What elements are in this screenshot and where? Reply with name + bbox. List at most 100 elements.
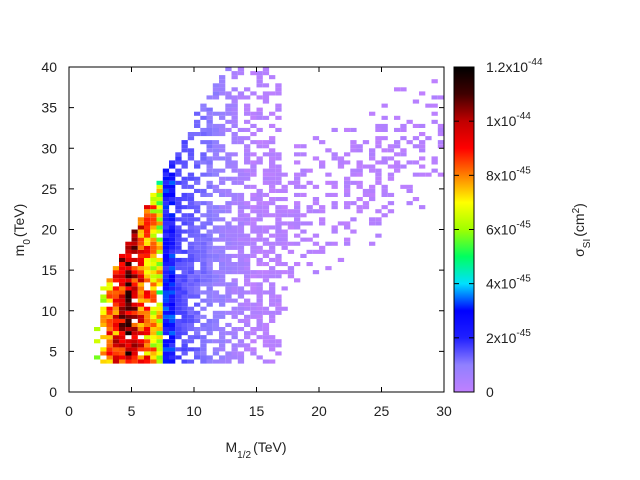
heatmap-cell	[256, 310, 263, 315]
heatmap-cell	[100, 294, 107, 299]
heatmap-cell	[219, 302, 226, 307]
heatmap-cell	[144, 209, 151, 214]
heatmap-cell	[369, 188, 376, 193]
heatmap-cell	[200, 266, 207, 271]
heatmap-cell	[437, 127, 444, 132]
heatmap-cell	[194, 245, 201, 250]
heatmap-cell	[200, 188, 207, 193]
heatmap-cell	[244, 103, 251, 108]
heatmap-cell	[244, 160, 251, 165]
heatmap-cell	[269, 286, 276, 291]
heatmap-cell	[300, 152, 307, 157]
heatmap-cell	[281, 262, 288, 267]
heatmap-cell	[237, 249, 245, 254]
heatmap-cell	[256, 192, 263, 197]
heatmap-cell	[250, 310, 257, 315]
heatmap-cell	[306, 262, 313, 267]
heatmap-cell	[381, 127, 388, 132]
heatmap-cell	[350, 180, 357, 185]
heatmap-cell	[244, 148, 251, 153]
heatmap-cell	[94, 327, 101, 332]
heatmap-cell	[187, 221, 195, 226]
heatmap-cell	[244, 201, 251, 206]
heatmap-cell	[250, 282, 257, 287]
heatmap-cell	[150, 327, 157, 332]
heatmap-cell	[119, 359, 126, 364]
heatmap-cell	[281, 241, 288, 246]
heatmap-cell	[106, 310, 113, 315]
heatmap-cell	[194, 318, 201, 323]
heatmap-cell	[175, 318, 182, 323]
heatmap-cell	[106, 306, 113, 311]
heatmap-cell	[175, 355, 182, 360]
heatmap-cell	[225, 355, 232, 360]
heatmap-cell	[206, 111, 213, 116]
heatmap-cell	[175, 286, 182, 291]
heatmap-cell	[131, 294, 138, 299]
heatmap-cell	[225, 152, 232, 157]
heatmap-cell	[294, 221, 301, 226]
heatmap-cell	[156, 221, 163, 226]
heatmap-cell	[275, 168, 282, 173]
heatmap-cell	[362, 205, 370, 210]
heatmap-cell	[162, 306, 170, 311]
heatmap-cell	[212, 351, 220, 356]
heatmap-cell	[225, 156, 232, 161]
heatmap-cell	[212, 339, 220, 344]
heatmap-cell	[144, 205, 151, 210]
heatmap-cell	[94, 339, 101, 344]
heatmap-cell	[287, 270, 295, 275]
heatmap-cell	[250, 327, 257, 332]
heatmap-cell	[131, 245, 138, 250]
heatmap-cell	[175, 237, 182, 242]
heatmap-cell	[256, 294, 263, 299]
heatmap-cell	[262, 99, 270, 104]
heatmap-cell	[219, 229, 226, 234]
heatmap-cell	[125, 262, 132, 267]
heatmap-cell	[187, 253, 195, 258]
heatmap-cell	[256, 127, 263, 132]
heatmap-cell	[206, 282, 213, 287]
heatmap-cell	[294, 184, 301, 189]
heatmap-cell	[369, 164, 376, 169]
heatmap-cell	[269, 294, 276, 299]
heatmap-cell	[262, 213, 270, 218]
heatmap-cell	[187, 205, 195, 210]
heatmap-cell	[244, 221, 251, 226]
heatmap-cell	[256, 237, 263, 242]
heatmap-cell	[187, 201, 195, 206]
heatmap-cell	[125, 274, 132, 279]
heatmap-cell	[400, 87, 407, 92]
heatmap-cell	[369, 156, 376, 161]
heatmap-cell	[219, 115, 226, 120]
heatmap-cell	[212, 253, 220, 258]
heatmap-cell	[256, 201, 263, 206]
heatmap-cell	[244, 274, 251, 279]
heatmap-cell	[225, 322, 232, 327]
heatmap-cell	[162, 314, 170, 319]
heatmap-cell	[325, 180, 332, 185]
heatmap-cell	[150, 270, 157, 275]
heatmap-cell	[325, 266, 332, 271]
heatmap-cell	[112, 359, 120, 364]
heatmap-cell	[181, 286, 188, 291]
heatmap-cell	[275, 107, 282, 112]
heatmap-cell	[106, 318, 113, 323]
heatmap-cell	[112, 322, 120, 327]
heatmap-cell	[331, 184, 338, 189]
heatmap-cell	[431, 103, 438, 108]
heatmap-cell	[237, 355, 245, 360]
heatmap-cell	[300, 184, 307, 189]
heatmap-cell	[244, 322, 251, 327]
heatmap-cell	[225, 270, 232, 275]
heatmap-cell	[312, 209, 320, 214]
heatmap-cell	[212, 257, 220, 262]
heatmap-cell	[181, 205, 188, 210]
heatmap-cell	[156, 237, 163, 242]
heatmap-cell	[369, 192, 376, 197]
heatmap-cell	[225, 257, 232, 262]
heatmap-cell	[269, 201, 276, 206]
heatmap-cell	[212, 209, 220, 214]
heatmap-cell	[306, 168, 313, 173]
heatmap-cell	[231, 331, 238, 336]
